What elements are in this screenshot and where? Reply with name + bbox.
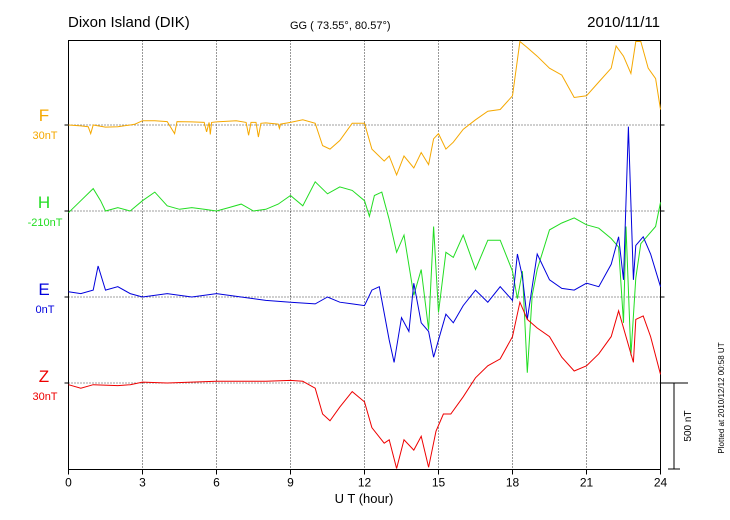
x-tick-label: 6 [213, 476, 220, 490]
series-labels: F 30nT H -210nT E 0nT Z 30nT [28, 106, 63, 403]
series-e-name: E [38, 280, 49, 299]
plotted-timestamp: Plotted at 2010/12/12 00:58 UT [717, 342, 726, 453]
x-tick-label: 21 [580, 476, 594, 490]
scale-bar-label: 500 nT [683, 410, 694, 441]
scale-bar: 500 nT [660, 382, 694, 470]
x-axis-ticks: 0 3 6 9 12 15 18 21 24 [65, 469, 668, 490]
series-e-baseline-label: 0nT [36, 304, 55, 316]
series-f-name: F [39, 106, 49, 125]
series-e-line [68, 126, 661, 363]
x-tick-label: 18 [506, 476, 520, 490]
x-axis-label: U T (hour) [335, 491, 394, 506]
series-h-baseline-label: -210nT [28, 217, 63, 229]
x-tick-label: 3 [139, 476, 146, 490]
x-tick-label: 24 [654, 476, 668, 490]
x-tick-label: 15 [432, 476, 446, 490]
series-z-line [68, 300, 661, 469]
date-label: 2010/11/11 [587, 14, 660, 31]
x-tick-label: 12 [358, 476, 372, 490]
series-h-line [68, 180, 661, 373]
series-h-name: H [38, 193, 50, 212]
series-f-baseline-label: 30nT [32, 130, 57, 142]
coordinates-label: GG ( 73.55°, 80.57°) [290, 20, 391, 32]
series-group [68, 40, 661, 469]
grid-lines [68, 40, 661, 470]
x-tick-label: 0 [65, 476, 72, 490]
x-tick-label: 9 [287, 476, 294, 490]
plot-frame [68, 40, 661, 470]
series-z-baseline-label: 30nT [32, 391, 57, 403]
series-f-line [68, 40, 661, 177]
series-z-name: Z [39, 367, 49, 386]
station-title: Dixon Island (DIK) [68, 14, 190, 31]
